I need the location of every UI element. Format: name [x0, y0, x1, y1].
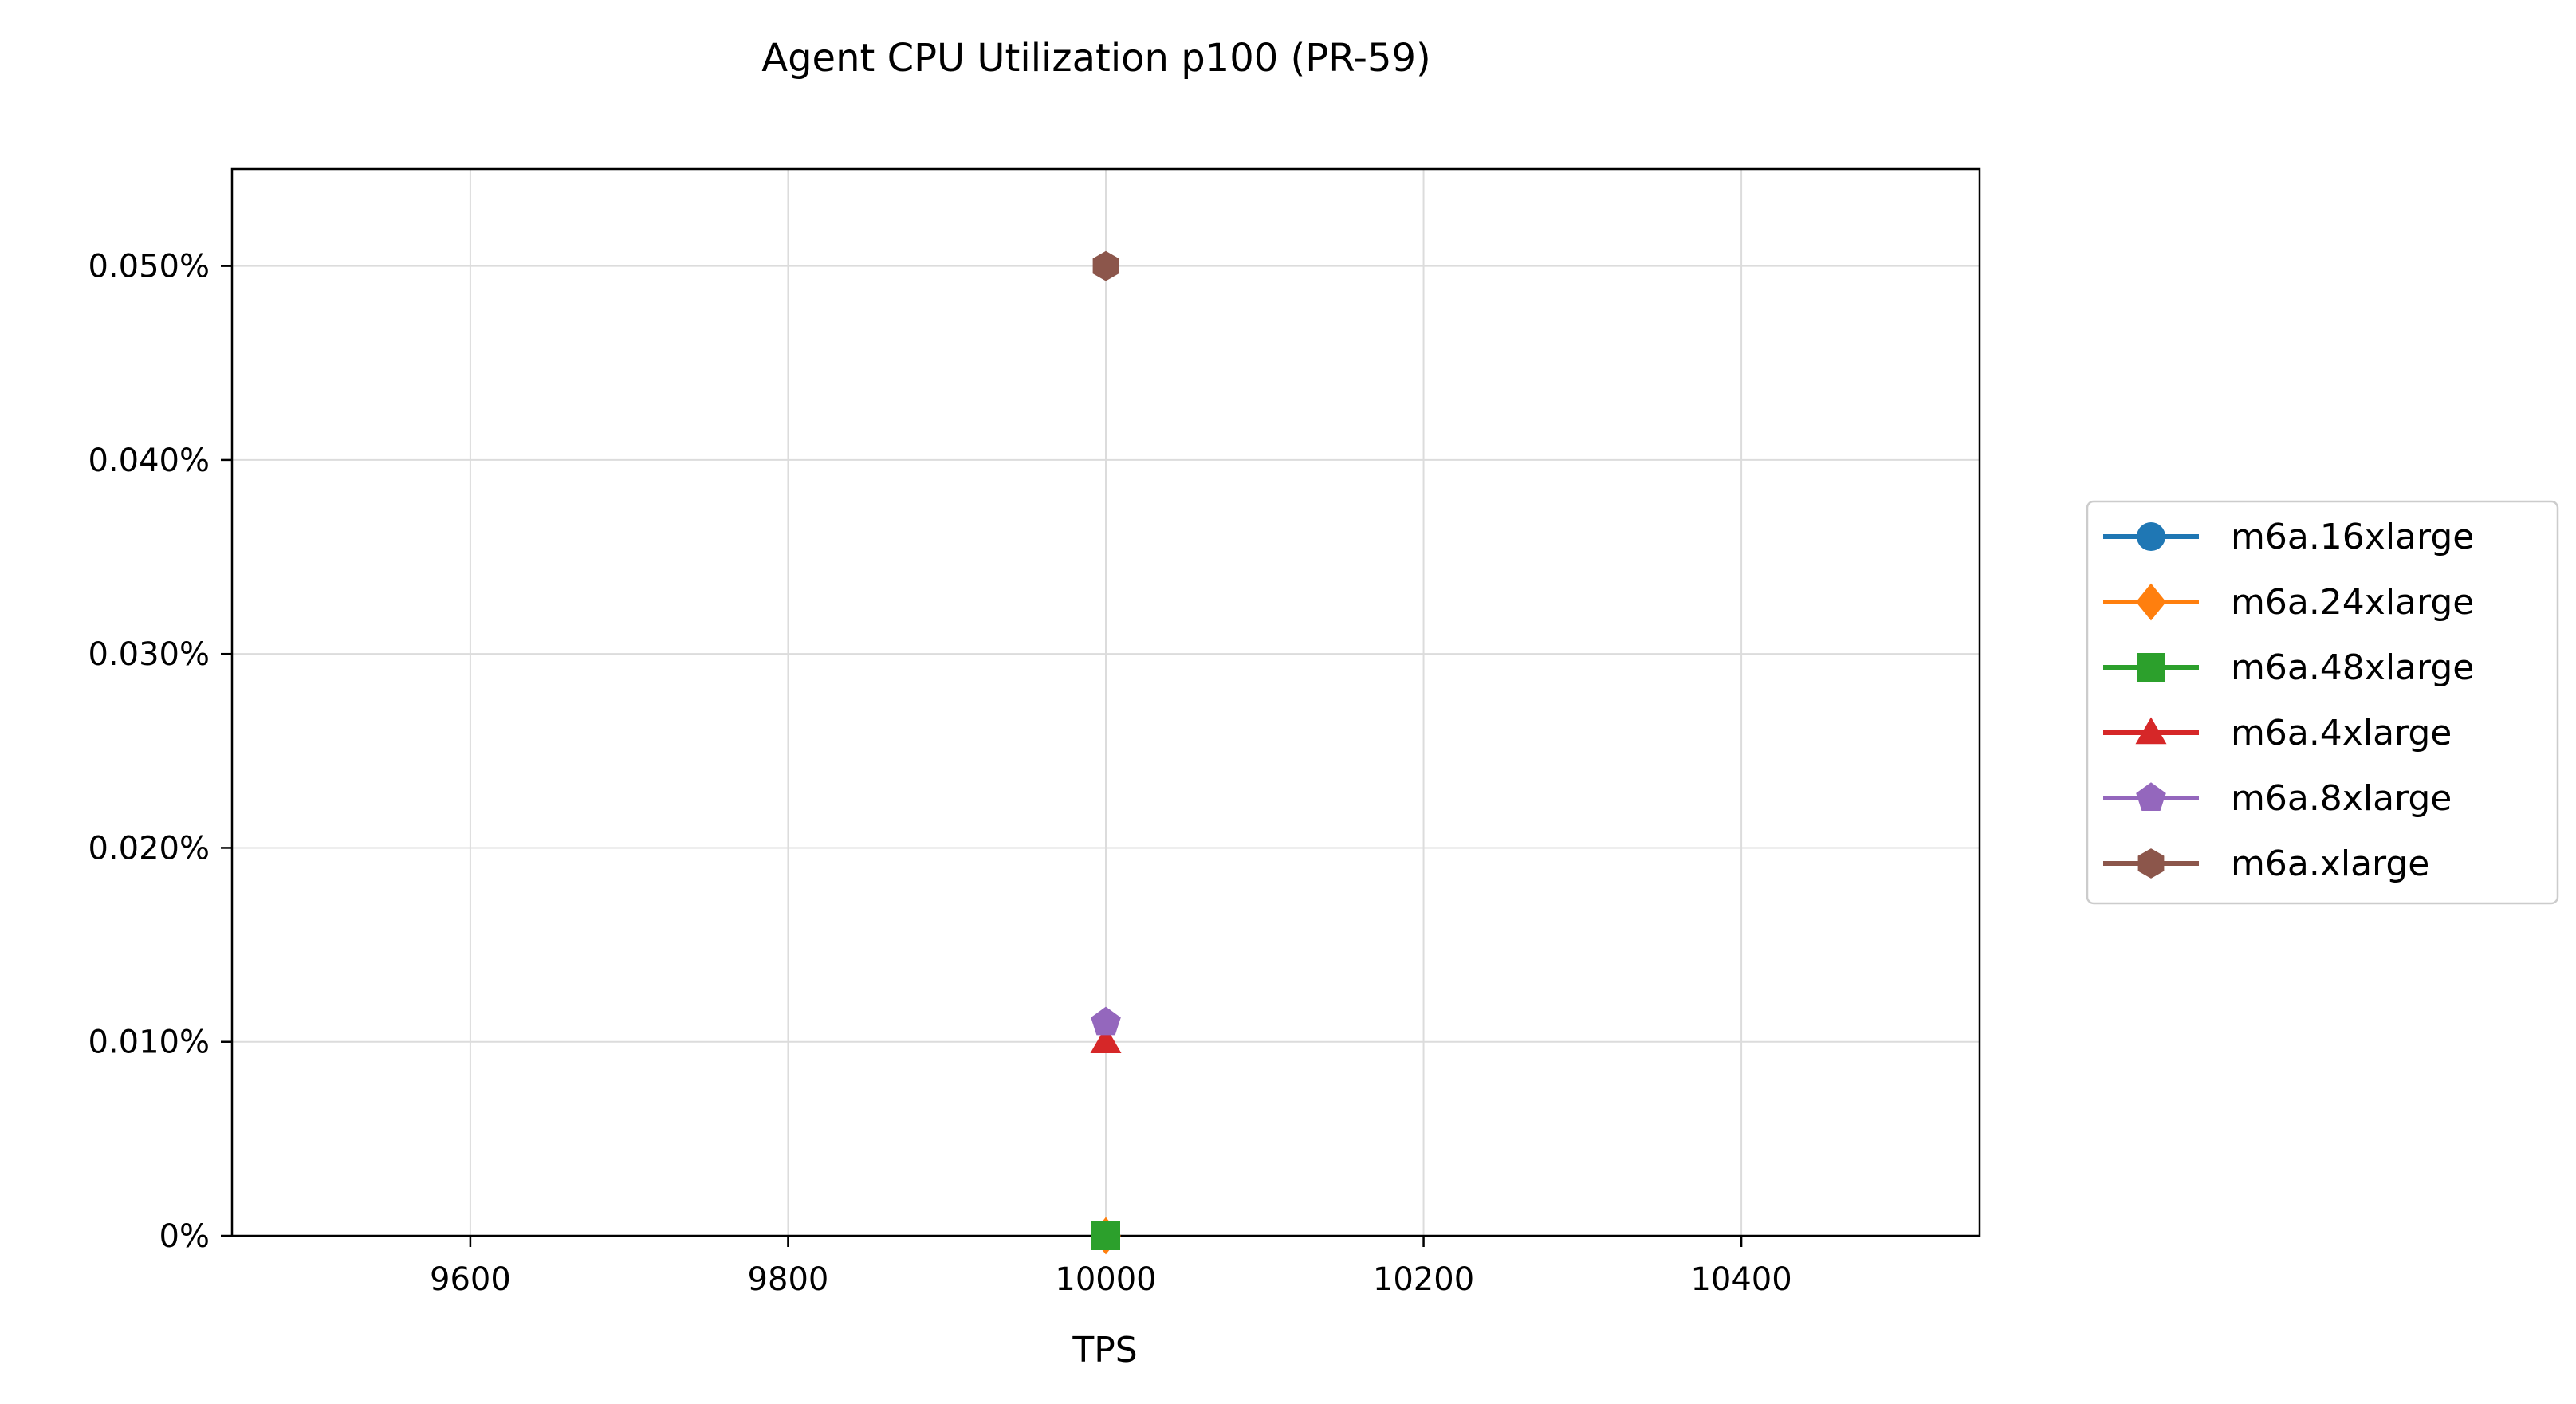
legend-box: [2086, 500, 2559, 905]
legend-marker: [2136, 583, 2166, 621]
legend-marker: [2137, 522, 2165, 551]
grid-lines: [232, 169, 1980, 1237]
legend-label: m6a.4xlarge: [2231, 713, 2452, 753]
legend-label: m6a.xlarge: [2231, 844, 2429, 884]
y-tick-label: 0.030%: [88, 636, 210, 673]
x-tick-label: 10000: [1055, 1261, 1156, 1298]
data-points: [1090, 250, 1122, 1255]
data-point: [1091, 1006, 1121, 1036]
legend-entry: m6a.48xlarge: [2103, 647, 2474, 688]
series-m6a-8xlarge: [1091, 1006, 1121, 1036]
legend-entry: m6a.24xlarge: [2103, 582, 2474, 623]
x-tick-label: 9800: [748, 1261, 829, 1298]
x-axis-label: TPS: [1072, 1330, 1137, 1371]
axes: 9600 9800 10000 10200 10400 0% 0.010% 0.020% 0.0…: [88, 167, 1981, 1298]
y-tick-label: 0.020%: [88, 830, 210, 867]
series-m6a-4xlarge: [1090, 1026, 1122, 1053]
legend: m6a.16xlarge m6a.24xlarge m6a.48xlarge m6a.…: [2086, 500, 2559, 905]
legend-entry: m6a.8xlarge: [2103, 778, 2452, 819]
legend-marker: [2136, 782, 2166, 811]
legend-marker: [2137, 848, 2165, 879]
data-point: [1092, 250, 1119, 281]
legend-label: m6a.16xlarge: [2231, 517, 2474, 557]
legend-label: m6a.8xlarge: [2231, 778, 2452, 819]
y-tick-label: 0.040%: [88, 442, 210, 479]
x-tick-label: 10400: [1690, 1261, 1791, 1298]
legend-marker: [2137, 653, 2165, 682]
y-tick-label: 0%: [159, 1218, 210, 1255]
legend-marker: [2135, 717, 2167, 745]
chart-title: Agent CPU Utilization p100 (PR-59): [761, 36, 1431, 81]
x-tick-label: 10200: [1373, 1261, 1474, 1298]
legend-entry: m6a.xlarge: [2103, 844, 2429, 884]
x-tick-label: 9600: [430, 1261, 511, 1298]
legend-entry: m6a.16xlarge: [2103, 517, 2474, 557]
data-point: [1090, 1026, 1122, 1053]
y-tick-label: 0.050%: [88, 249, 210, 285]
series-m6a-48xlarge: [1091, 1221, 1120, 1250]
y-tick-label: 0.010%: [88, 1024, 210, 1061]
series-m6a-xlarge: [1092, 250, 1119, 281]
data-point: [1091, 1221, 1120, 1250]
legend-entry: m6a.4xlarge: [2103, 713, 2452, 753]
legend-label: m6a.24xlarge: [2231, 582, 2474, 623]
legend-label: m6a.48xlarge: [2231, 647, 2474, 688]
